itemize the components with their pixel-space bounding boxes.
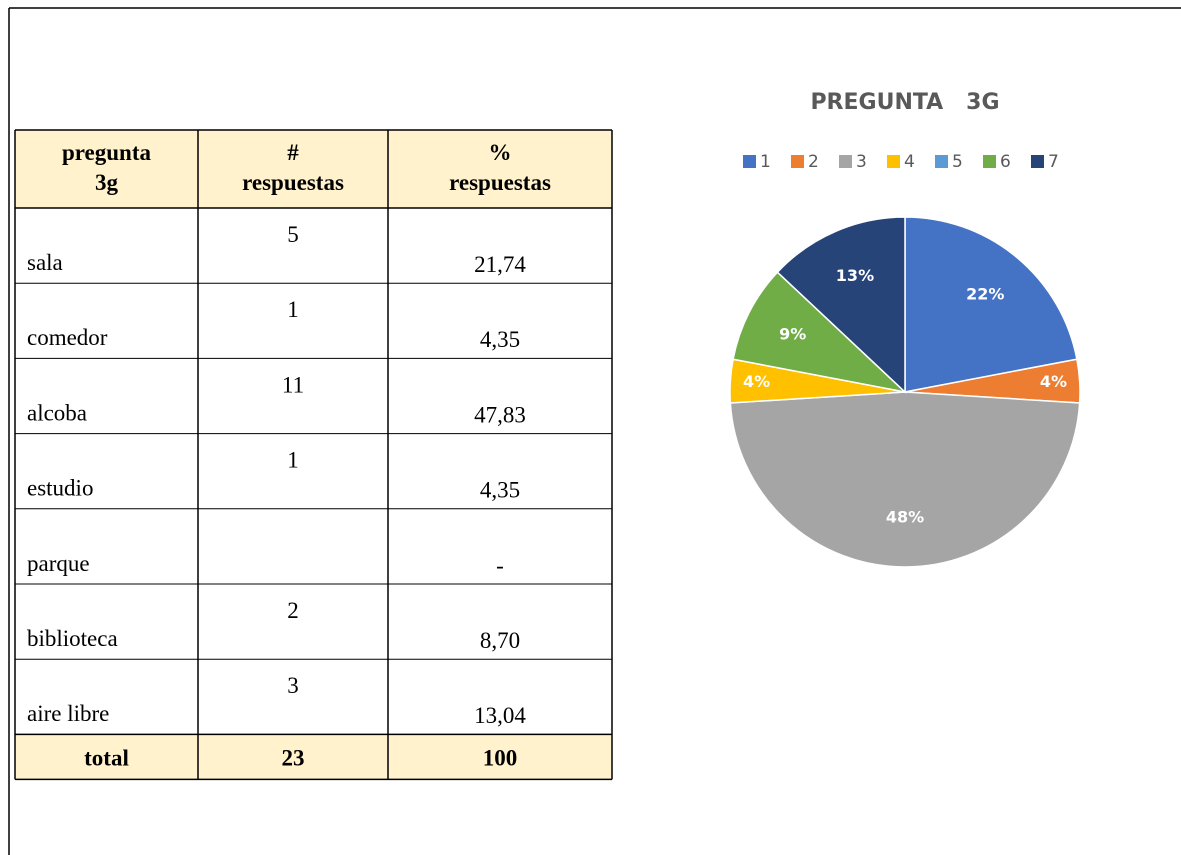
slice-label: 13% [836, 266, 874, 285]
slice-label: 48% [886, 508, 924, 527]
header-line: pregunta [62, 140, 152, 165]
row-count: 1 [287, 448, 299, 473]
header-cell: pregunta 3g [62, 140, 152, 195]
legend-swatch [791, 155, 804, 168]
total-cell: 100 [483, 745, 518, 770]
legend-swatch [1031, 155, 1044, 168]
row-percent: 21,74 [474, 252, 526, 277]
legend-label: 2 [808, 152, 819, 172]
row-count: 3 [287, 673, 299, 698]
header-cell: # respuestas [242, 140, 344, 195]
row-percent: 4,35 [480, 478, 520, 503]
row-percent: 13,04 [474, 703, 526, 728]
slice-label: 9% [779, 324, 806, 343]
legend-swatch [983, 155, 996, 168]
legend-label: 7 [1048, 152, 1059, 172]
slice-label: 4% [1040, 372, 1067, 391]
pie-slice [776, 216, 906, 394]
header-bg [15, 130, 612, 208]
row-label: parque [27, 551, 90, 576]
header-line: # [287, 140, 299, 165]
pie-slice [904, 216, 1078, 393]
chart-title: PREGUNTA 3G [810, 90, 999, 115]
legend-swatch [887, 155, 900, 168]
row-label: comedor [27, 325, 108, 350]
legend-label: 3 [856, 152, 867, 172]
legend-label: 1 [760, 152, 771, 172]
header-line: respuestas [242, 170, 344, 195]
row-count: 11 [282, 372, 304, 397]
row-percent: 8,70 [480, 628, 520, 653]
row-label: alcoba [27, 400, 87, 425]
row-count: 2 [287, 598, 299, 623]
slice-label: 4% [743, 372, 770, 391]
row-percent: 47,83 [474, 402, 526, 427]
row-percent: - [496, 553, 504, 578]
legend-swatch [743, 155, 756, 168]
row-count: 1 [287, 297, 299, 322]
header-line: 3g [95, 170, 119, 195]
pie-slice [729, 391, 1081, 568]
legend-swatch [839, 155, 852, 168]
total-bg [15, 734, 612, 780]
total-cell: 23 [282, 745, 305, 770]
header-line: respuestas [449, 170, 551, 195]
total-cell: total [84, 745, 129, 770]
pie-slice [732, 271, 908, 394]
legend-label: 4 [904, 152, 915, 172]
row-percent: 4,35 [480, 327, 520, 352]
row-label: sala [27, 250, 63, 275]
header-line: % [489, 140, 512, 165]
slice-label: 22% [966, 284, 1004, 303]
row-label: biblioteca [27, 626, 118, 651]
legend-label: 5 [952, 152, 963, 172]
header-cell: % respuestas [449, 140, 551, 195]
row-label: estudio [27, 476, 93, 501]
row-label: aire libre [27, 701, 109, 726]
row-count: 5 [287, 222, 299, 247]
legend-swatch [935, 155, 948, 168]
legend-label: 6 [1000, 152, 1011, 172]
